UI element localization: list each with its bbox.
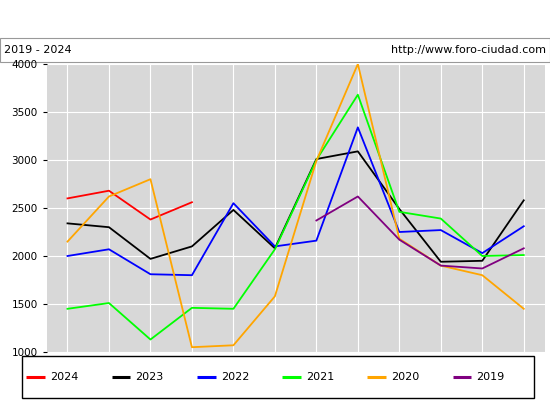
Text: 2019 - 2024: 2019 - 2024 (4, 45, 72, 55)
Text: 2019: 2019 (476, 372, 505, 382)
Text: 2024: 2024 (50, 372, 79, 382)
Text: http://www.foro-ciudad.com: http://www.foro-ciudad.com (390, 45, 546, 55)
Text: 2021: 2021 (306, 372, 334, 382)
Text: 2022: 2022 (221, 372, 249, 382)
Text: 2023: 2023 (135, 372, 164, 382)
Text: Evolucion Nº Turistas Nacionales en el municipio de Viso del Marqués: Evolucion Nº Turistas Nacionales en el m… (14, 12, 536, 26)
Text: 2020: 2020 (391, 372, 420, 382)
